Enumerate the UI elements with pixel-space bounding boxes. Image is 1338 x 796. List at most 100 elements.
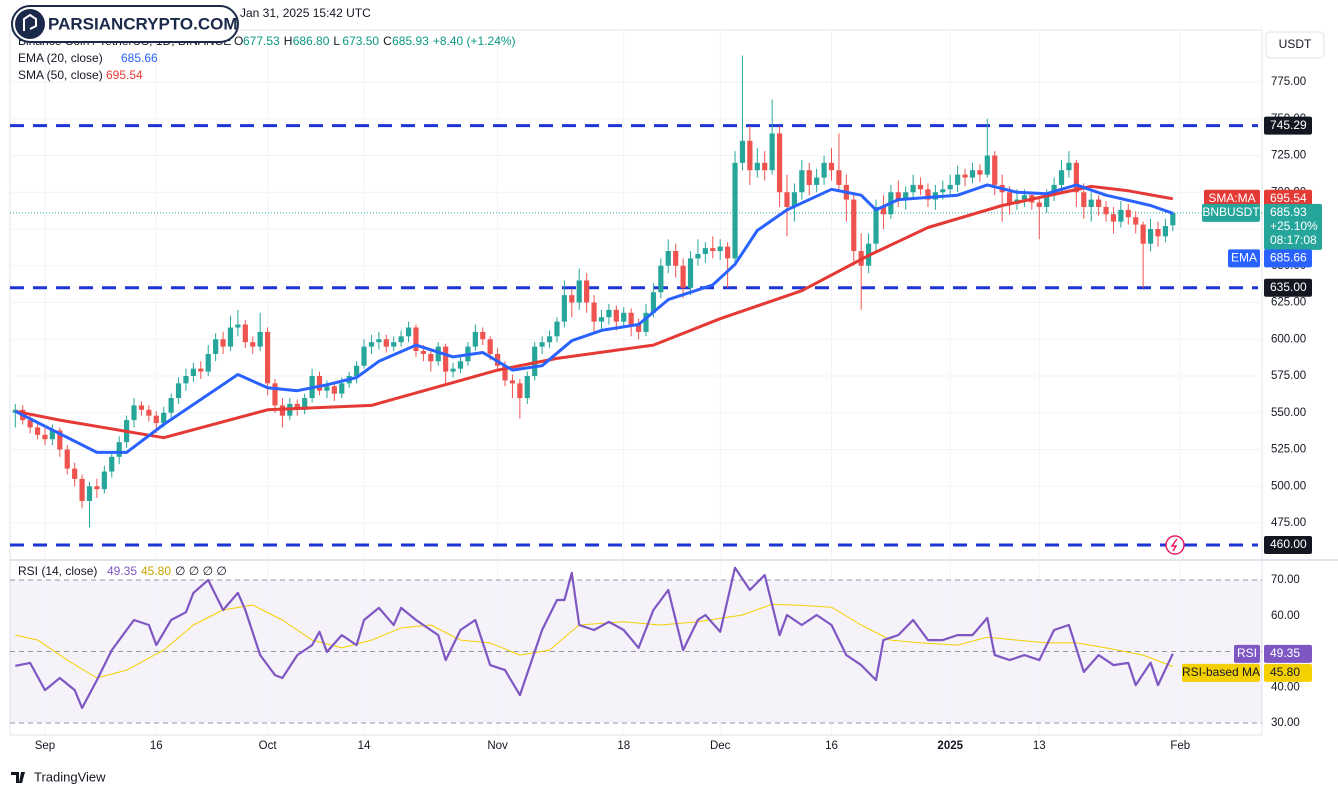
candle-body [546,336,553,343]
candle-body [1118,209,1124,222]
ohlc-value: 685.93 [392,34,429,48]
footer: TradingView [11,769,106,784]
y-tick-label: 500.00 [1271,480,1306,492]
candle-body [428,353,434,362]
candle-body [769,133,775,171]
level-tag-box [1264,278,1312,297]
y-tick-label: 625.00 [1271,297,1306,309]
candle-body [94,486,100,490]
y-tick-label: 525.00 [1271,444,1306,456]
candle-body [747,140,753,171]
candle-body [72,468,78,479]
candle-body [1088,199,1094,207]
candle-body [250,342,256,347]
candle-body [576,280,582,303]
candle-body [324,386,330,391]
candle-body [413,327,419,352]
currency-box[interactable] [1265,31,1325,59]
candle-body [947,184,953,190]
x-tick-label: 16 [825,740,838,752]
ohlc-label: C [383,34,392,48]
candle-body [554,321,560,337]
candle-body [814,177,820,185]
candle-body [101,471,107,490]
candle-body [687,258,694,288]
rsi-ma-name-box [1182,663,1260,682]
candle-body [732,162,738,259]
candle-body [680,265,686,288]
rsi-tag-value: 49.35 [1270,646,1300,660]
sma-line [15,184,1174,440]
candle-body [42,434,48,440]
rsi-tick-label: 30.00 [1271,717,1300,729]
currency[interactable]: USDT [1279,37,1312,51]
candle-body [1066,162,1072,171]
candle-body [643,312,649,332]
ohlc-label: O [234,34,243,48]
candle-body [635,324,642,332]
y-tick-label: 775.00 [1271,76,1306,88]
candle-body [851,199,857,252]
candle-body [836,170,842,185]
sma-tag-box [1264,189,1312,208]
candle-body [739,140,746,163]
candle-body [198,368,204,372]
candle-body [650,292,657,313]
watermark-logo-mark [23,13,37,31]
candle-body [1125,209,1131,218]
candle-body [917,184,924,190]
candle-body [235,324,241,328]
watermark-text: PARSIANCRYPTO.COM [48,14,238,33]
candle-body [316,376,323,391]
candle-body [227,327,234,347]
candle-body [828,162,835,171]
candle-body [302,398,308,410]
tag-name: EMA [1231,251,1257,265]
candle-body [940,189,946,193]
candle-body [264,331,271,384]
candle-body [161,412,167,424]
candle-body [57,430,63,450]
candle-body [116,442,122,457]
level-tag: 745.29 [1270,118,1307,132]
tag-name-box [1228,249,1260,268]
candle-body [539,342,545,347]
y-tick-label: 575.00 [1271,370,1306,382]
candle-body [821,162,827,178]
footer-text: TradingView [34,769,106,784]
tag-name-box [1234,644,1260,663]
candle-body [487,339,493,354]
last-tag-value: 685.93 [1270,205,1307,219]
candle-body [49,430,55,440]
candle-body [880,206,887,215]
y-tick-label: 550.00 [1271,407,1306,419]
currency-button[interactable]: USDT [1265,31,1325,59]
candle-body [502,365,508,381]
level-tag: 635.00 [1270,280,1307,294]
candle-body [205,353,211,372]
candle-body [391,342,397,347]
tag-name-box [1202,203,1260,222]
candle-body [776,133,783,193]
ohlc-value: 677.53 [243,34,280,48]
candle-body [368,342,375,347]
candle-body [702,248,708,254]
sma-legend-value: 695.54 [106,68,143,82]
timestamp: Jan 31, 2025 15:42 UTC [240,6,371,20]
candle-body [509,380,516,384]
candle-body [398,336,404,343]
candle-body [799,170,805,193]
ema-legend-value: 685.66 [121,51,158,65]
candle-body [1058,170,1065,185]
x-tick-label: 13 [1033,740,1046,752]
candle-body [34,427,41,435]
alert-icon[interactable] [1165,535,1185,555]
candle-body [524,376,530,399]
candle-body [606,309,612,318]
candle-body [873,206,879,244]
x-tick-label: 14 [358,740,371,752]
candle-body [1110,214,1117,222]
candle-body [383,339,389,347]
alert-circle[interactable] [1165,535,1185,555]
alert-bolt[interactable] [1170,538,1178,552]
